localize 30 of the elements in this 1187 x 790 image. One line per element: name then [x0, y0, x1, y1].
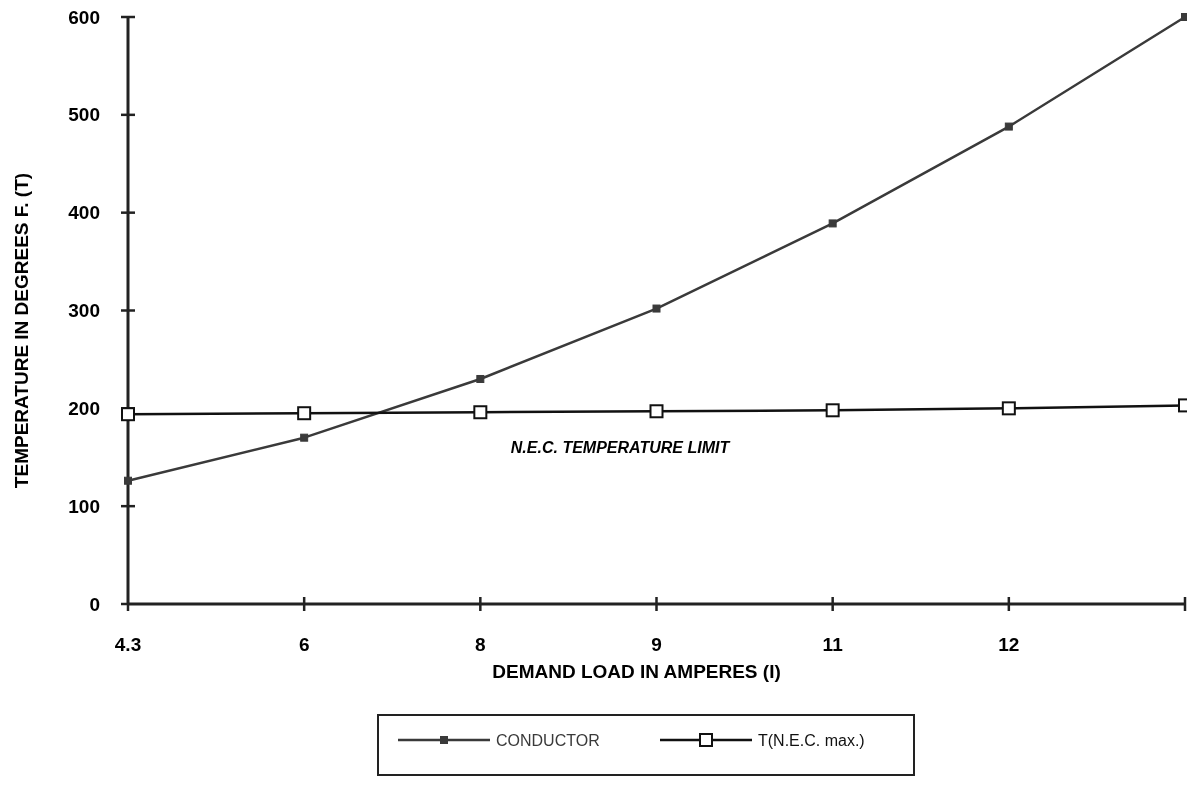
x-tick-label: 11: [822, 634, 844, 655]
x-tick-label: 12: [998, 634, 1020, 655]
annotation: N.E.C. TEMPERATURE LIMIT: [510, 439, 731, 456]
x-tick-label: 4.3: [114, 634, 142, 655]
text: CONDUCTOR: [496, 731, 600, 749]
point: [121, 407, 135, 422]
x-tick-label: 6: [298, 634, 310, 655]
point: [300, 433, 309, 442]
x-axis-title: DEMAND LOAD IN AMPERES (I): [492, 661, 781, 682]
point: [1004, 122, 1013, 131]
point: [652, 304, 661, 313]
y-tick-label: 600: [68, 6, 100, 28]
y-tick-label: 500: [68, 104, 100, 126]
point: [825, 403, 840, 418]
x-tick-label: 9: [651, 634, 662, 655]
y-tick-label: 0: [89, 593, 100, 615]
y-tick-label: 400: [68, 202, 100, 224]
text: T(N.E.C. max.): [758, 731, 865, 749]
y-tick-label: 100: [68, 495, 100, 517]
point: [473, 405, 488, 420]
point: [1001, 401, 1016, 416]
y-tick-label: 200: [68, 397, 100, 419]
point: [476, 374, 485, 383]
x-tick-label: 8: [475, 634, 486, 655]
y-axis-title: TEMPERATURE IN DEGREES F. (T): [11, 172, 32, 489]
point: [828, 219, 837, 228]
point: [124, 476, 132, 485]
point: [297, 406, 312, 421]
point: [649, 404, 664, 419]
y-tick-label: 300: [68, 300, 100, 322]
